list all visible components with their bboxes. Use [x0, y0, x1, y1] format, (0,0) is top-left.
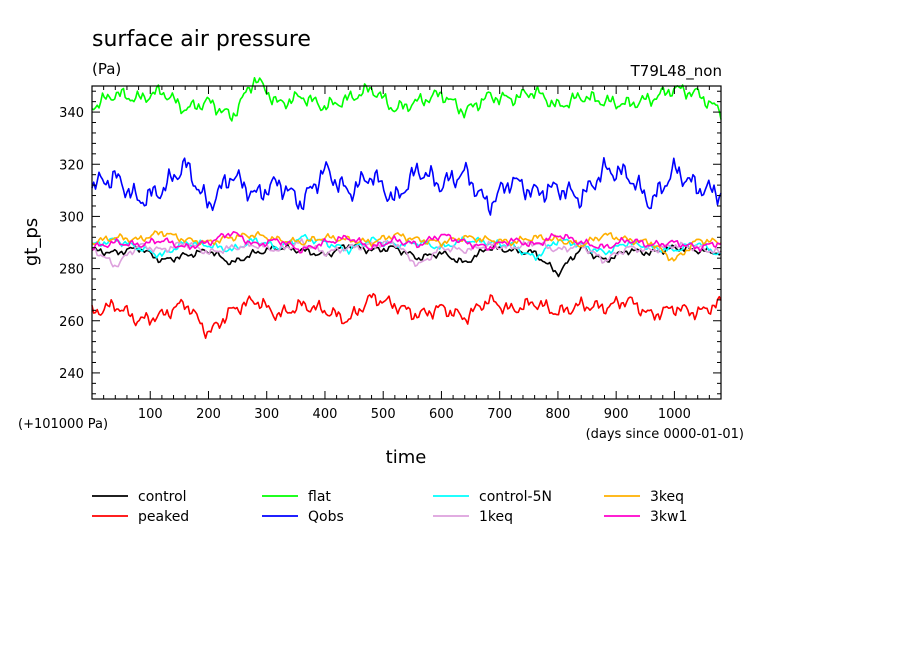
x-units-note: (days since 0000-01-01): [586, 427, 744, 442]
x-axis-label: time: [386, 447, 427, 468]
legend-label-control: control: [138, 489, 187, 505]
x-tick-label: 100: [138, 407, 163, 422]
series-line-control: [91, 243, 722, 278]
series-line-3keq: [91, 230, 722, 262]
x-tick-label: 200: [196, 407, 221, 422]
units-label: (Pa): [92, 60, 121, 78]
legend-label-1keq: 1keq: [479, 509, 513, 525]
x-tick-label: 900: [604, 407, 629, 422]
x-tick-label: 800: [546, 407, 571, 422]
x-tick-label: 600: [429, 407, 454, 422]
legend-label-control-5n: control-5N: [479, 489, 552, 505]
legend: control peaked flat Qobs control-5N 1keq 3keq 3…: [92, 489, 687, 525]
x-tick-label: 400: [313, 407, 338, 422]
legend-label-3keq: 3keq: [650, 489, 684, 505]
legend-label-3kw1: 3kw1: [650, 509, 687, 525]
legend-label-peaked: peaked: [138, 509, 189, 525]
series-line-flat: [91, 77, 722, 122]
y-axis-label: gt_ps: [21, 218, 42, 266]
series-line-3kw1: [91, 231, 722, 254]
series-layer: [91, 77, 722, 339]
legend-label-qobs: Qobs: [308, 509, 344, 525]
run-label: T79L48_non: [630, 62, 722, 81]
axis-layer: 100 200 300 400 500 600 700 800 900 1000 240 260 280…: [59, 86, 722, 422]
y-tick-label: 300: [59, 210, 84, 225]
chart-title: surface air pressure: [92, 27, 311, 52]
y-tick-label: 340: [59, 106, 84, 121]
y-tick-label: 240: [59, 367, 84, 382]
offset-note: (+101000 Pa): [18, 417, 108, 432]
x-tick-label: 500: [371, 407, 396, 422]
legend-label-flat: flat: [308, 489, 331, 505]
series-line-qobs: [91, 157, 722, 216]
series-line-peaked: [91, 292, 722, 339]
x-tick-label: 300: [254, 407, 279, 422]
x-tick-label: 700: [487, 407, 512, 422]
y-tick-label: 260: [59, 315, 84, 330]
y-tick-label: 280: [59, 263, 84, 278]
x-tick-label: 1000: [658, 407, 691, 422]
y-tick-label: 320: [59, 158, 84, 173]
